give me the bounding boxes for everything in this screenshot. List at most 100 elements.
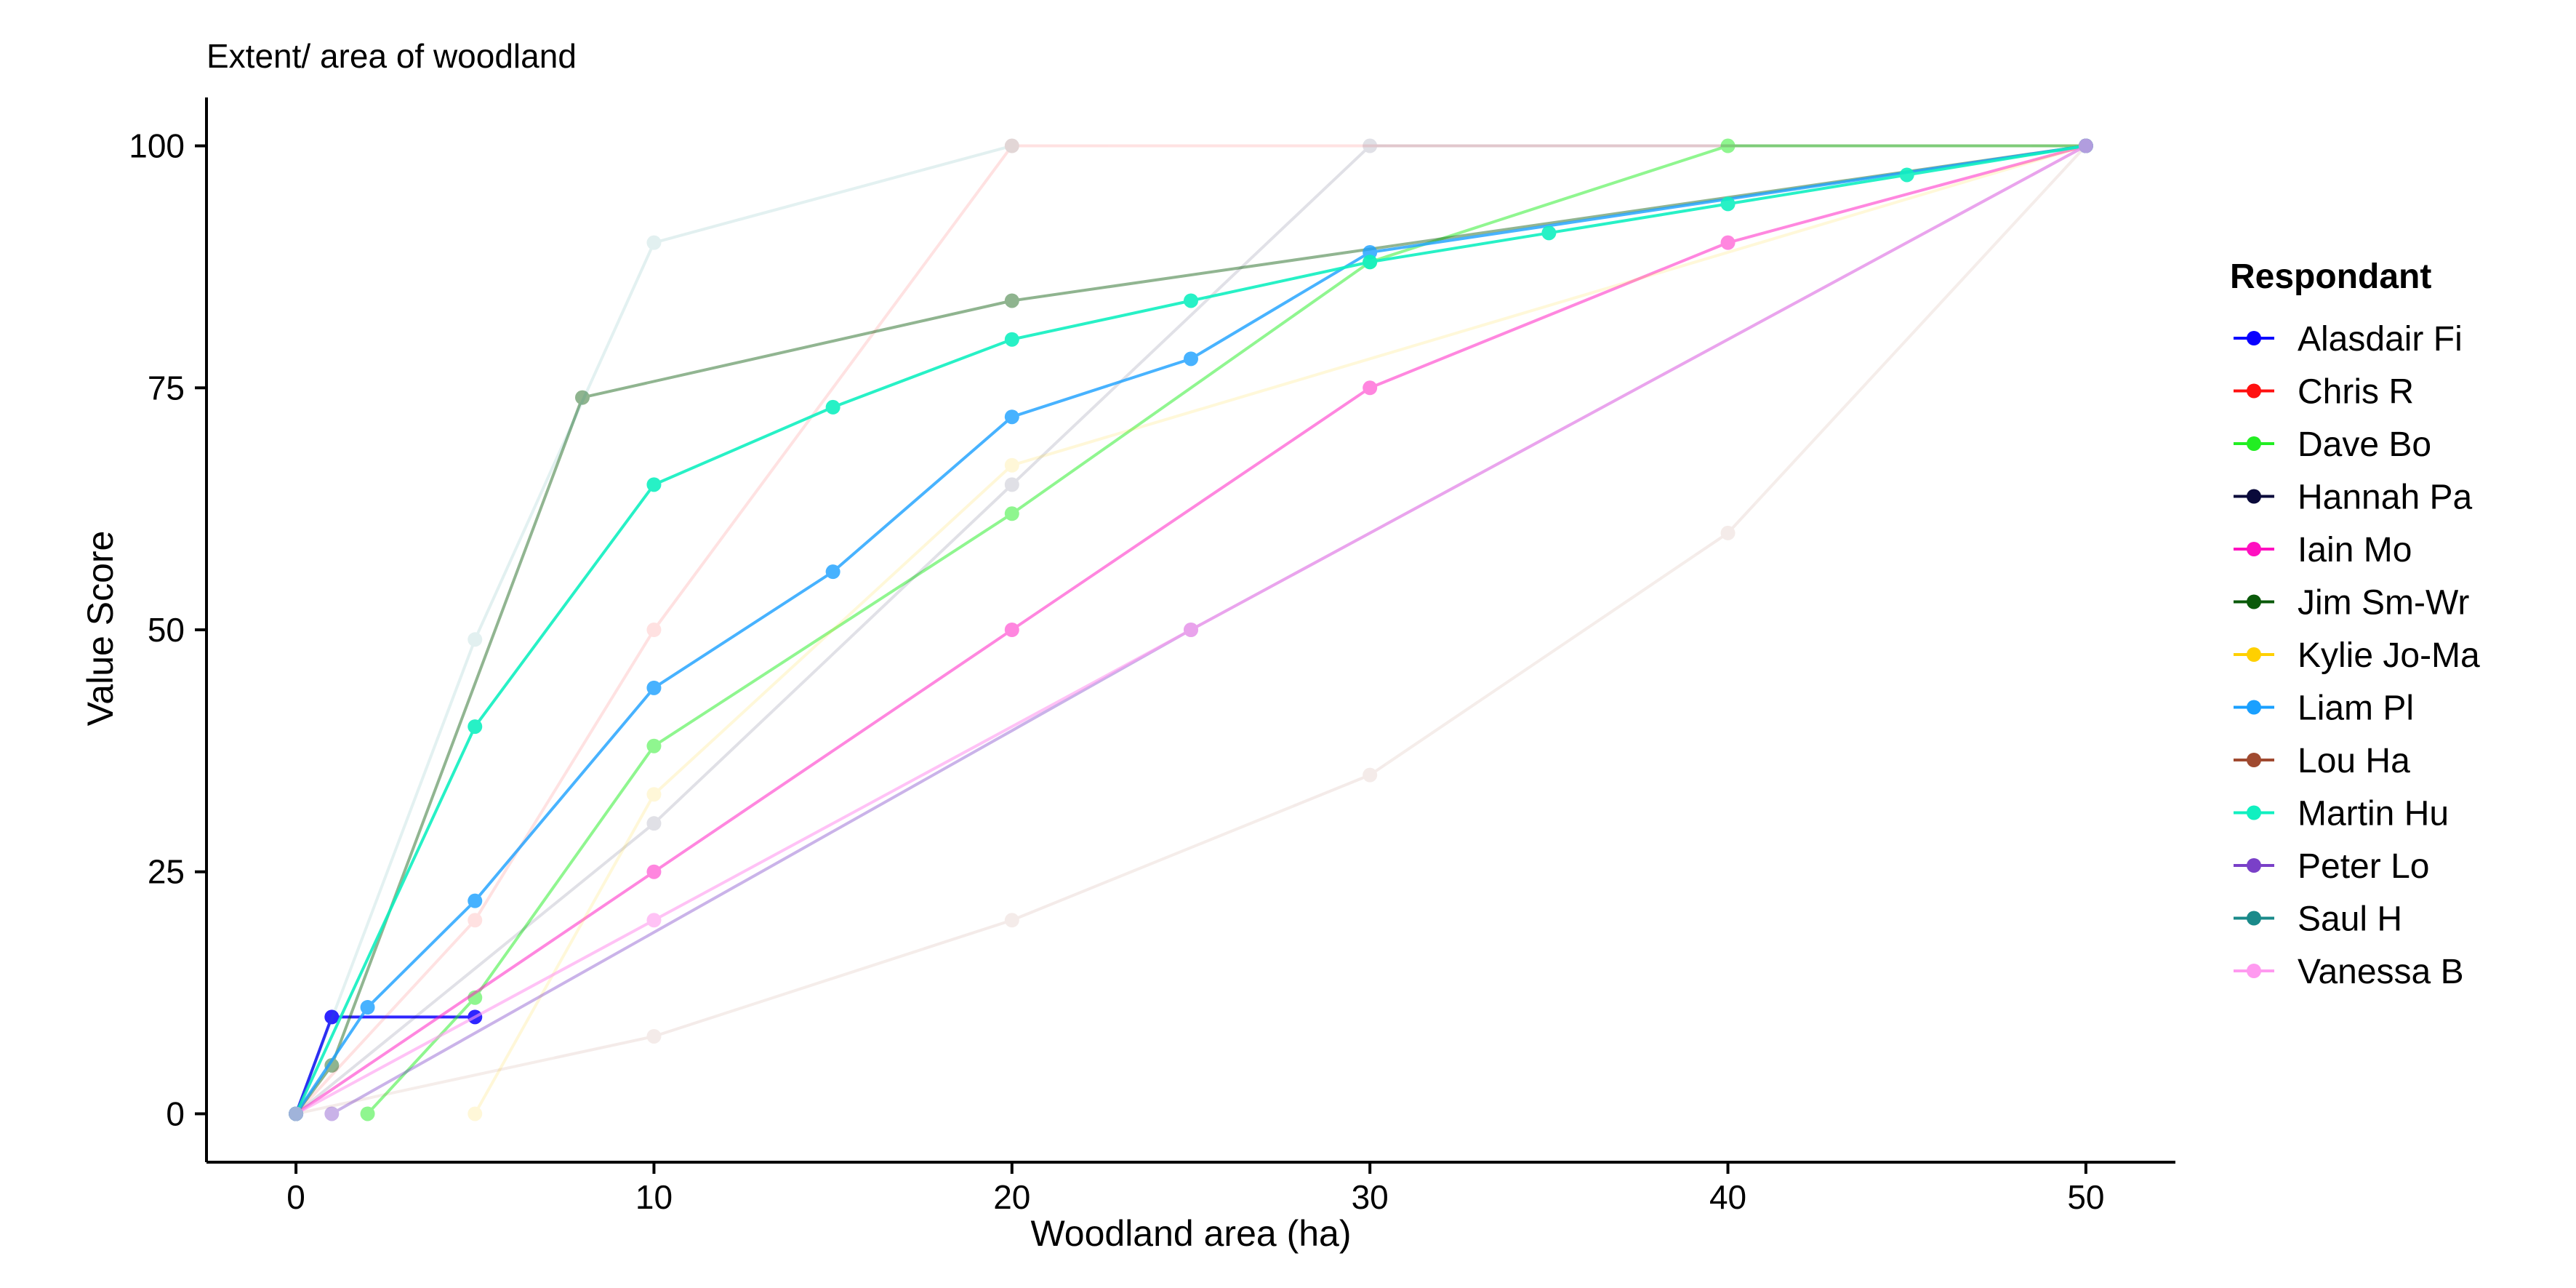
series-line — [295, 144, 2087, 1116]
legend-key-point — [2247, 911, 2261, 926]
data-point — [289, 1106, 304, 1121]
series-line — [294, 144, 2086, 1115]
legend-label: Jim Sm-Wr — [2298, 584, 2469, 623]
legend-label: Chris R — [2298, 373, 2414, 412]
data-point — [1899, 167, 1914, 183]
data-point — [646, 787, 662, 802]
legend-item: Saul H — [2234, 900, 2402, 939]
x-tick-label: 20 — [993, 1178, 1030, 1216]
y-tick-label: 50 — [148, 611, 185, 649]
series-line — [366, 144, 2086, 1115]
data-point — [324, 1106, 340, 1121]
data-point — [1184, 351, 1198, 367]
legend-label: Saul H — [2298, 900, 2402, 939]
y-axis: 0 25 50 75 100 — [129, 97, 208, 1162]
legend-label: Kylie Jo-Ma — [2298, 636, 2480, 675]
legend-key-point — [2247, 858, 2261, 873]
x-tick-label: 10 — [635, 1178, 673, 1216]
legend-label: Iain Mo — [2298, 531, 2412, 569]
series-line — [294, 144, 2087, 1116]
legend-key-point — [2247, 700, 2261, 715]
x-tick-label: 0 — [286, 1178, 305, 1216]
legend-label: Hannah Pa — [2298, 479, 2472, 517]
legend-key-point — [2247, 542, 2261, 556]
legend-key-point — [2247, 964, 2261, 978]
data-point — [468, 1106, 483, 1121]
plot-series — [289, 138, 2093, 1121]
legend-item: Vanessa B — [2234, 953, 2464, 991]
data-point — [646, 235, 662, 250]
y-tick-label: 75 — [148, 369, 185, 407]
series — [360, 138, 2093, 1121]
data-point — [1004, 913, 1019, 928]
data-point — [1004, 138, 1019, 153]
data-point — [1004, 506, 1019, 521]
legend-label: Peter Lo — [2298, 847, 2429, 886]
data-point — [324, 1009, 340, 1025]
data-point — [1004, 293, 1019, 308]
data-point — [646, 864, 662, 879]
legend-item: Dave Bo — [2234, 425, 2431, 464]
chart-title: Extent/ area of woodland — [206, 37, 577, 75]
legend-key-point — [2247, 805, 2261, 820]
legend-key-point — [2247, 331, 2261, 345]
data-point — [646, 623, 662, 637]
legend-label: Vanessa B — [2298, 953, 2464, 991]
series-line — [331, 144, 2087, 1116]
legend-item: Chris R — [2234, 373, 2414, 412]
data-point — [1541, 225, 1557, 241]
data-point — [646, 1028, 662, 1044]
y-tick-label: 100 — [129, 127, 185, 165]
data-point — [360, 1106, 375, 1121]
data-point — [1720, 235, 1736, 250]
data-point — [324, 1057, 340, 1073]
y-tick-label: 25 — [148, 853, 185, 891]
data-point — [646, 738, 662, 753]
legend-label: Dave Bo — [2298, 425, 2431, 464]
data-point — [1004, 623, 1019, 637]
legend-item: Martin Hu — [2234, 795, 2449, 833]
series-line — [294, 144, 2086, 1116]
legend: Respondant Alasdair Fi Chris R Dave Bo Hann… — [2230, 257, 2480, 991]
legend-item: Iain Mo — [2234, 531, 2412, 569]
x-tick-label: 50 — [2067, 1178, 2104, 1216]
data-point — [1720, 196, 1736, 212]
legend-key-point — [2247, 383, 2261, 399]
data-point — [1004, 409, 1019, 425]
legend-label: Alasdair Fi — [2298, 320, 2463, 359]
data-point — [468, 913, 483, 928]
legend-item: Lou Ha — [2234, 742, 2410, 780]
legend-item: Liam Pl — [2234, 689, 2414, 728]
data-point — [825, 399, 840, 415]
legend-item: Hannah Pa — [2234, 479, 2472, 517]
legend-item: Peter Lo — [2234, 847, 2429, 886]
data-point — [1363, 767, 1378, 783]
data-point — [1184, 623, 1198, 637]
legend-item: Kylie Jo-Ma — [2234, 636, 2480, 675]
data-point — [1004, 457, 1019, 473]
data-point — [825, 564, 840, 580]
data-point — [1004, 477, 1019, 492]
data-point — [360, 1000, 375, 1015]
series-line — [473, 144, 2087, 1115]
x-axis-title: Woodland area (ha) — [1030, 1213, 1351, 1254]
data-point — [1363, 255, 1378, 270]
data-point — [468, 632, 483, 647]
data-point — [646, 816, 662, 831]
x-tick-label: 30 — [1352, 1178, 1389, 1216]
data-point — [468, 893, 483, 908]
data-point — [646, 680, 662, 695]
data-point — [2078, 138, 2093, 153]
legend-label: Lou Ha — [2298, 742, 2410, 780]
series — [289, 138, 2093, 1121]
legend-label: Martin Hu — [2298, 795, 2449, 833]
series-line — [295, 145, 2087, 1116]
data-point — [646, 913, 662, 928]
legend-key-point — [2247, 594, 2261, 609]
y-axis-title: Value Score — [80, 531, 121, 727]
y-tick-label: 0 — [166, 1095, 185, 1132]
x-tick-label: 40 — [1709, 1178, 1746, 1216]
data-point — [574, 390, 590, 405]
data-point — [1004, 332, 1019, 347]
legend-items: Alasdair Fi Chris R Dave Bo Hannah Pa Iain M… — [2234, 320, 2480, 991]
